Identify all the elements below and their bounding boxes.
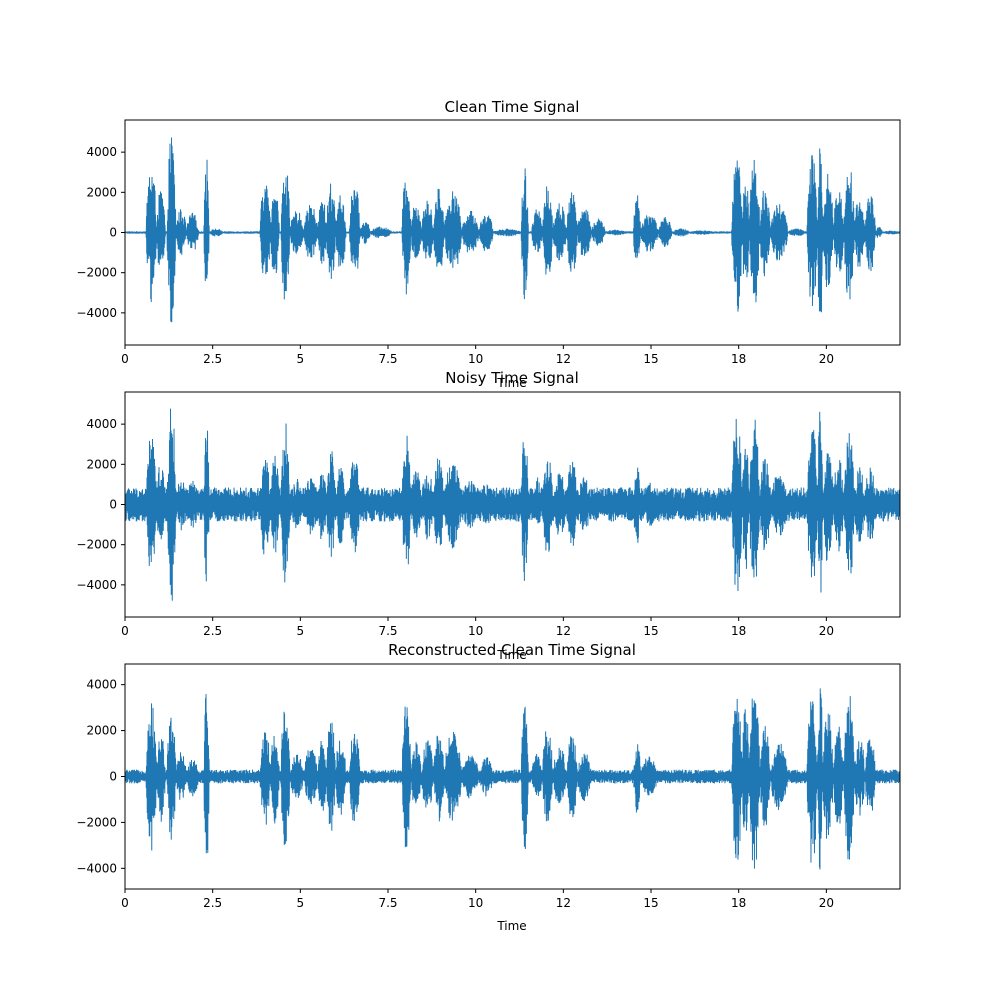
y-tick-label: 4000 [86,145,117,159]
y-tick-label: −4000 [76,578,117,592]
x-tick-label: 2.5 [203,624,222,638]
y-tick-label: 2000 [86,457,117,471]
y-tick-label: 4000 [86,678,117,692]
series-line [125,408,900,601]
y-tick-label: 0 [109,226,117,240]
x-tick-label: 20 [819,624,834,638]
x-tick-label: 7.5 [378,624,397,638]
y-tick-label: 2000 [86,724,117,738]
x-tick-label: 2.5 [203,352,222,366]
x-tick-label: 12 [556,896,571,910]
chart-title: Reconstructed Clean Time Signal [388,641,636,659]
x-tick-label: 5 [297,896,305,910]
plot-area: 0 2.5 5 7.5 10 12 15 18 20 4000 2000 0 −2000 −4000 [76,391,901,638]
x-tick-label: 7.5 [378,896,397,910]
x-tick-label: 7.5 [378,352,397,366]
series-line [125,688,900,870]
subplot-reconstructed: Reconstructed Clean Time Signal 0 2.5 5 7.5… [76,641,901,933]
chart-title: Noisy Time Signal [445,369,579,387]
x-tick-label: 0 [121,896,129,910]
x-tick-label: 0 [121,624,129,638]
x-tick-label: 5 [297,352,305,366]
x-tick-label: 15 [643,624,658,638]
x-tick-label: 12 [556,624,571,638]
x-axis-label: Time [496,919,526,933]
x-tick-label: 15 [643,896,658,910]
x-tick-label: 2.5 [203,896,222,910]
x-tick-label: 15 [643,352,658,366]
x-tick-label: 10 [468,624,483,638]
x-tick-label: 20 [819,352,834,366]
subplot-clean: Clean Time Signal 0 2.5 5 7.5 10 12 15 18 20 4000… [76,98,901,390]
chart-title: Clean Time Signal [445,98,580,116]
x-axis-label: Time [496,376,526,390]
x-tick-label: 18 [731,624,746,638]
y-tick-label: −2000 [76,266,117,280]
subplot-noisy: Noisy Time Signal 0 2.5 5 7.5 10 12 15 18 20 4000… [76,369,901,662]
x-axis-label: Time [496,648,526,662]
y-tick-label: −2000 [76,538,117,552]
series-line [125,137,900,323]
x-tick-label: 5 [297,624,305,638]
x-tick-label: 18 [731,896,746,910]
plot-area: 0 2.5 5 7.5 10 12 15 18 20 4000 2000 0 −2000 −4000 [76,119,901,366]
y-tick-label: 0 [109,498,117,512]
x-tick-label: 10 [468,352,483,366]
y-tick-label: 0 [109,770,117,784]
plot-area: 0 2.5 5 7.5 10 12 15 18 20 4000 2000 0 −2000 −4000 [76,663,901,910]
y-tick-label: −2000 [76,815,117,829]
y-tick-label: −4000 [76,861,117,875]
x-tick-label: 12 [556,352,571,366]
x-tick-label: 10 [468,896,483,910]
x-tick-label: 0 [121,352,129,366]
x-tick-label: 20 [819,896,834,910]
x-tick-label: 18 [731,352,746,366]
y-tick-label: 4000 [86,417,117,431]
y-tick-label: −4000 [76,306,117,320]
y-tick-label: 2000 [86,185,117,199]
